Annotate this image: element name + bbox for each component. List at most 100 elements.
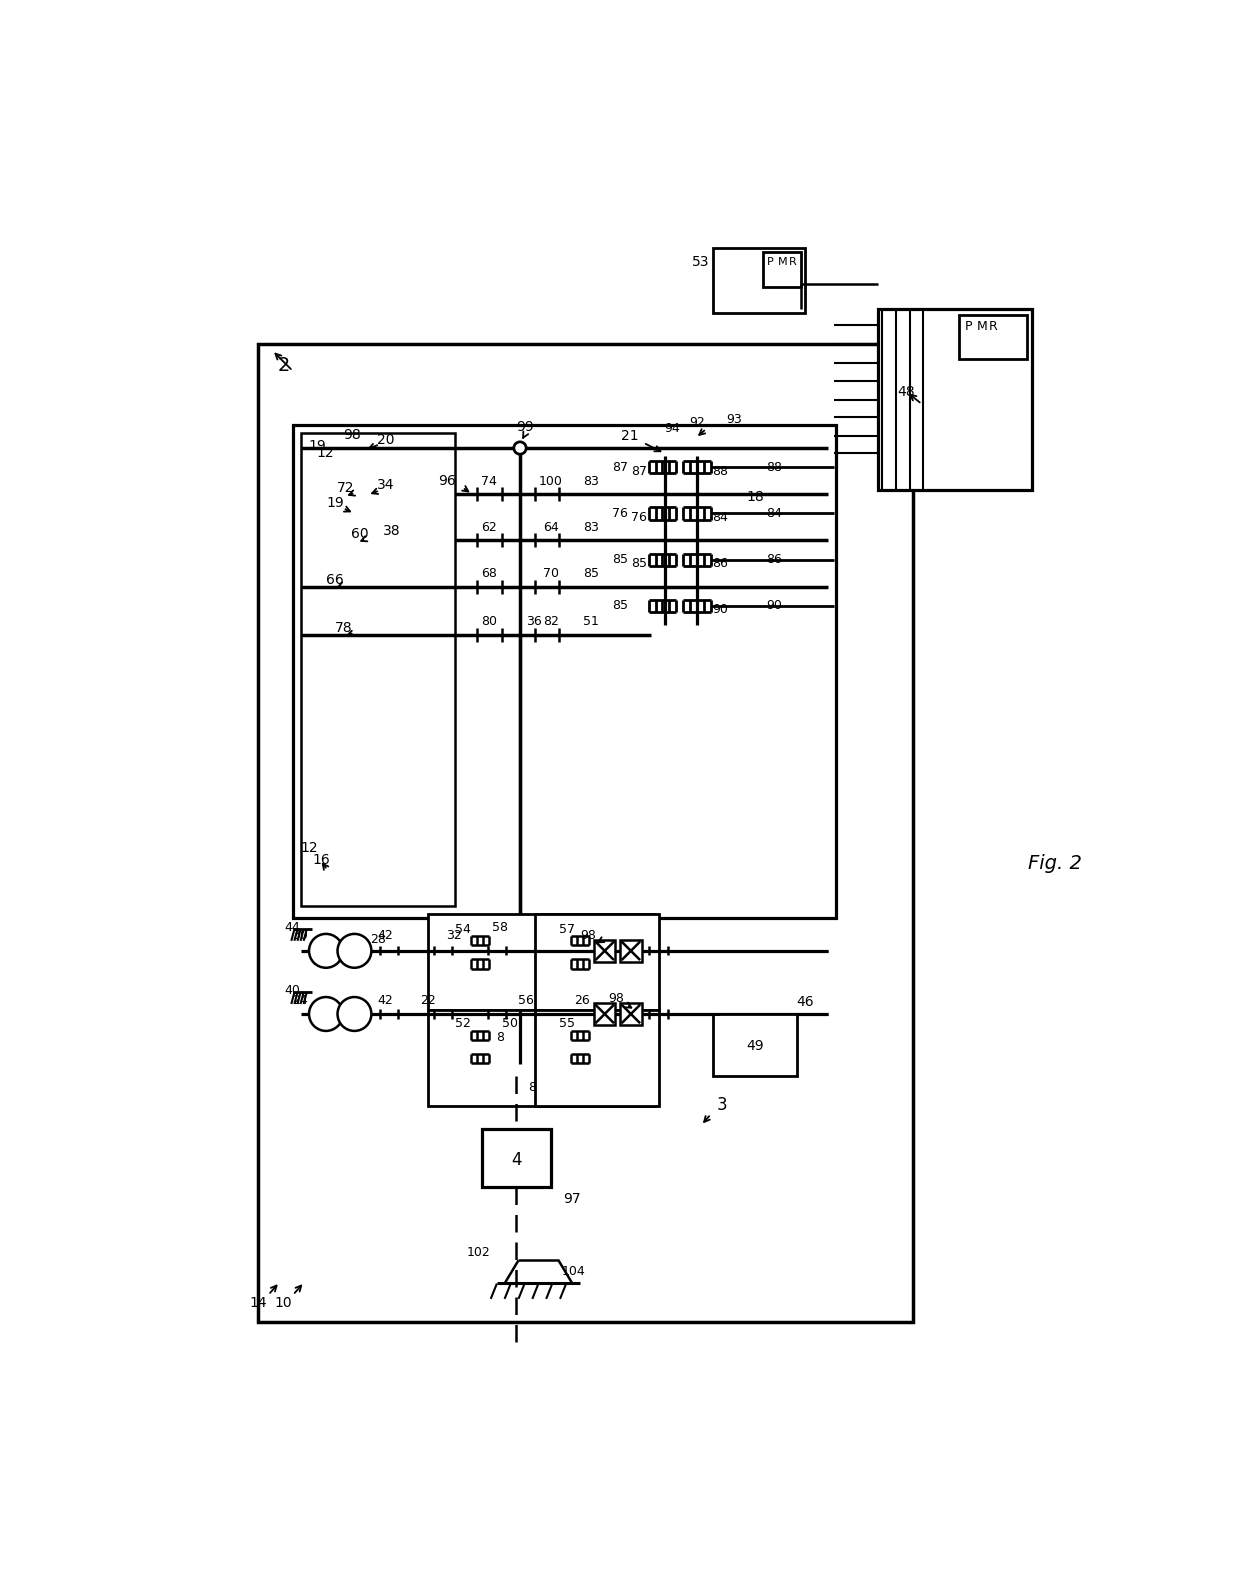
- Text: 42: 42: [377, 993, 393, 1006]
- Text: 20: 20: [377, 432, 394, 447]
- Text: 98: 98: [609, 992, 624, 1006]
- Bar: [620, 939, 641, 961]
- Text: 38: 38: [383, 524, 401, 539]
- Bar: [300, 432, 455, 906]
- Text: 92: 92: [689, 417, 706, 429]
- Text: 32: 32: [446, 928, 463, 942]
- Text: 42: 42: [377, 928, 393, 942]
- Text: 87: 87: [613, 461, 629, 474]
- Text: P: P: [768, 257, 774, 266]
- Text: 90: 90: [766, 599, 782, 613]
- Circle shape: [337, 935, 372, 968]
- Text: 49: 49: [746, 1039, 764, 1053]
- Text: 76: 76: [613, 507, 627, 520]
- Text: 83: 83: [583, 521, 599, 534]
- Text: 76: 76: [631, 510, 647, 524]
- Text: 66: 66: [326, 573, 343, 588]
- Text: 102: 102: [467, 1247, 491, 1259]
- Text: 24: 24: [293, 993, 309, 1006]
- Text: 58: 58: [492, 922, 508, 935]
- Text: 48: 48: [898, 385, 915, 399]
- Bar: [428, 914, 655, 1011]
- Text: 30: 30: [293, 928, 309, 942]
- Text: 90: 90: [712, 604, 728, 616]
- Text: 86: 86: [766, 553, 782, 565]
- Text: 22: 22: [420, 995, 435, 1007]
- Bar: [763, 252, 801, 287]
- Text: 60: 60: [351, 527, 368, 542]
- Text: 54: 54: [455, 923, 470, 936]
- Text: 50: 50: [502, 1017, 518, 1030]
- Text: 52: 52: [455, 1017, 470, 1031]
- Bar: [878, 309, 1032, 491]
- Text: 51: 51: [583, 615, 599, 627]
- Text: 19: 19: [309, 439, 326, 453]
- Text: 98: 98: [580, 928, 595, 942]
- Bar: [293, 425, 836, 917]
- Text: 44: 44: [285, 922, 300, 935]
- Text: 26: 26: [574, 995, 589, 1007]
- Bar: [481, 1129, 551, 1188]
- Text: 12: 12: [316, 447, 334, 461]
- Bar: [713, 1014, 797, 1076]
- Text: 85: 85: [613, 553, 629, 565]
- Text: 12: 12: [300, 841, 319, 855]
- Text: 88: 88: [766, 461, 782, 474]
- Bar: [258, 344, 913, 1323]
- Text: 46: 46: [796, 995, 813, 1009]
- Text: 56: 56: [518, 995, 534, 1007]
- Bar: [428, 1011, 655, 1106]
- Text: 99: 99: [516, 420, 533, 434]
- Text: 4: 4: [511, 1152, 521, 1169]
- Text: 34: 34: [377, 478, 394, 493]
- Bar: [594, 1003, 615, 1025]
- Text: 85: 85: [631, 558, 647, 570]
- Text: 57: 57: [558, 923, 574, 936]
- Text: 100: 100: [539, 475, 563, 488]
- Text: 70: 70: [543, 567, 559, 580]
- Text: R: R: [789, 257, 796, 266]
- Text: 68: 68: [481, 567, 497, 580]
- Bar: [536, 914, 658, 1011]
- Text: R: R: [990, 320, 998, 333]
- Bar: [713, 247, 805, 314]
- Bar: [536, 1011, 658, 1106]
- Text: 85: 85: [613, 599, 629, 613]
- Circle shape: [309, 935, 343, 968]
- Text: 84: 84: [766, 507, 782, 520]
- Text: 104: 104: [562, 1266, 585, 1278]
- Text: Fig. 2: Fig. 2: [1028, 854, 1083, 873]
- Text: 40: 40: [285, 984, 300, 998]
- Text: 87: 87: [631, 464, 647, 478]
- Bar: [594, 939, 615, 961]
- Text: 72: 72: [337, 482, 355, 496]
- Circle shape: [513, 442, 526, 455]
- Text: 14: 14: [249, 1296, 267, 1310]
- Text: 94: 94: [665, 423, 681, 436]
- Text: 78: 78: [335, 621, 353, 635]
- Text: 96: 96: [438, 474, 456, 488]
- Text: 86: 86: [712, 558, 728, 570]
- Text: 98: 98: [343, 428, 361, 442]
- Text: 64: 64: [543, 521, 559, 534]
- Text: 16: 16: [312, 852, 330, 866]
- Text: 82: 82: [543, 615, 559, 627]
- Text: 93: 93: [727, 413, 742, 426]
- Bar: [959, 315, 1027, 360]
- Text: 55: 55: [558, 1017, 574, 1031]
- Text: 36: 36: [526, 615, 542, 627]
- Text: 80: 80: [481, 615, 497, 627]
- Bar: [620, 1003, 641, 1025]
- Text: 2: 2: [278, 356, 290, 375]
- Text: M: M: [777, 257, 787, 266]
- Text: 62: 62: [481, 521, 497, 534]
- Text: 83: 83: [583, 475, 599, 488]
- Text: 53: 53: [692, 255, 709, 269]
- Text: 28: 28: [370, 933, 386, 946]
- Text: 3: 3: [717, 1096, 727, 1114]
- Circle shape: [337, 996, 372, 1031]
- Text: P: P: [965, 320, 972, 333]
- Text: 8: 8: [496, 1031, 505, 1044]
- Text: M: M: [977, 320, 987, 333]
- Text: 84: 84: [712, 510, 728, 524]
